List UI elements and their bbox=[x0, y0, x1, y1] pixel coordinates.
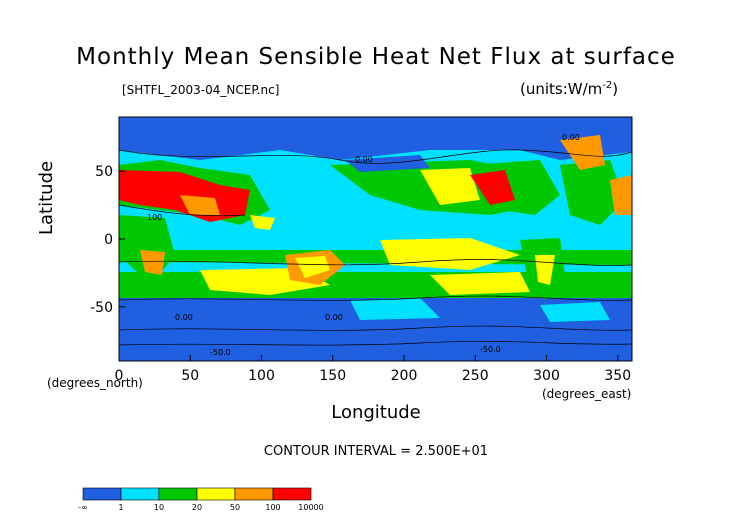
contour-label-1: 0.00 bbox=[355, 155, 373, 164]
x-tick-label-4: 200 bbox=[391, 368, 418, 384]
colorbar-tick-5: 100 bbox=[265, 503, 280, 512]
x-tick-label-3: 150 bbox=[319, 368, 346, 384]
flux-map: 0.00 0.00 0.00 0.00 100 -50.0 -50.0 bbox=[119, 117, 632, 361]
colorbar-bin-2 bbox=[158, 487, 198, 501]
y-tick-label-1: 0 bbox=[104, 232, 113, 248]
greenland bbox=[560, 135, 605, 170]
colorbar: -∞ 1 10 20 50 100 10000 bbox=[78, 487, 324, 512]
contour-lines bbox=[119, 149, 632, 346]
units-label: (units:W/m-2) bbox=[520, 80, 619, 98]
dataset-filename: [SHTFL_2003-04_NCEP.nc] bbox=[122, 83, 280, 97]
y-axis-ticks: 50 0 -50 bbox=[90, 164, 125, 316]
north-atlantic-zone bbox=[560, 160, 625, 225]
contour-label-5: 100 bbox=[147, 213, 162, 222]
north-pacific-warm bbox=[420, 168, 480, 205]
x-axis-ticks: 0 50 100 150 200 250 300 350 bbox=[115, 355, 631, 384]
colorbar-tick-6: 10000 bbox=[298, 503, 323, 512]
southern-ocean-cyan bbox=[350, 298, 440, 320]
x-axis-units: (degrees_east) bbox=[542, 387, 632, 401]
colorbar-tick-1: 1 bbox=[118, 503, 123, 512]
contour-label-6: -50.0 bbox=[210, 348, 231, 357]
colorbar-tick-3: 20 bbox=[192, 503, 202, 512]
colorbar-tick-4: 50 bbox=[230, 503, 240, 512]
south-africa bbox=[140, 250, 165, 275]
colorbar-tick-0: -∞ bbox=[78, 503, 88, 512]
europe-edge bbox=[610, 175, 632, 215]
colorbar-bin-5 bbox=[272, 487, 312, 501]
x-tick-label-5: 250 bbox=[462, 368, 489, 384]
contour-label-2: 0.00 bbox=[562, 133, 580, 142]
australia-center bbox=[295, 256, 330, 278]
contour-label-4: 0.00 bbox=[325, 313, 343, 322]
arabia-orange bbox=[180, 195, 220, 215]
east-pacific-warm bbox=[380, 238, 520, 270]
north-band bbox=[119, 139, 632, 160]
southeast-asia bbox=[250, 215, 275, 230]
x-tick-label-7: 350 bbox=[604, 368, 631, 384]
colorbar-bin-4 bbox=[234, 487, 274, 501]
x-tick-label-2: 100 bbox=[248, 368, 275, 384]
colorbar-bin-1 bbox=[120, 487, 160, 501]
contour-interval: CONTOUR INTERVAL = 2.500E+01 bbox=[263, 444, 489, 459]
x-tick-label-1: 50 bbox=[181, 368, 199, 384]
contour-label-3: 0.00 bbox=[175, 313, 193, 322]
arctic-region bbox=[119, 117, 632, 139]
north-pacific-cold bbox=[345, 155, 430, 172]
contour-label-7: -50.0 bbox=[480, 345, 501, 354]
y-axis-units: (degrees_north) bbox=[47, 376, 143, 390]
antarctica bbox=[119, 330, 632, 361]
y-tick-label-2: -50 bbox=[90, 300, 113, 316]
x-tick-label-0: 0 bbox=[115, 368, 124, 384]
colorbar-tick-2: 10 bbox=[154, 503, 164, 512]
western-usa bbox=[470, 170, 515, 205]
colorbar-bin-3 bbox=[196, 487, 236, 501]
chart-title: Monthly Mean Sensible Heat Net Flux at s… bbox=[76, 44, 676, 70]
x-axis-label: Longitude bbox=[331, 402, 421, 423]
south-pacific-warm bbox=[430, 272, 530, 295]
colorbar-bin-0 bbox=[82, 487, 122, 501]
x-tick-label-6: 300 bbox=[533, 368, 560, 384]
y-tick-label-0: 50 bbox=[95, 164, 113, 180]
southern-atlantic-cyan bbox=[540, 302, 610, 322]
